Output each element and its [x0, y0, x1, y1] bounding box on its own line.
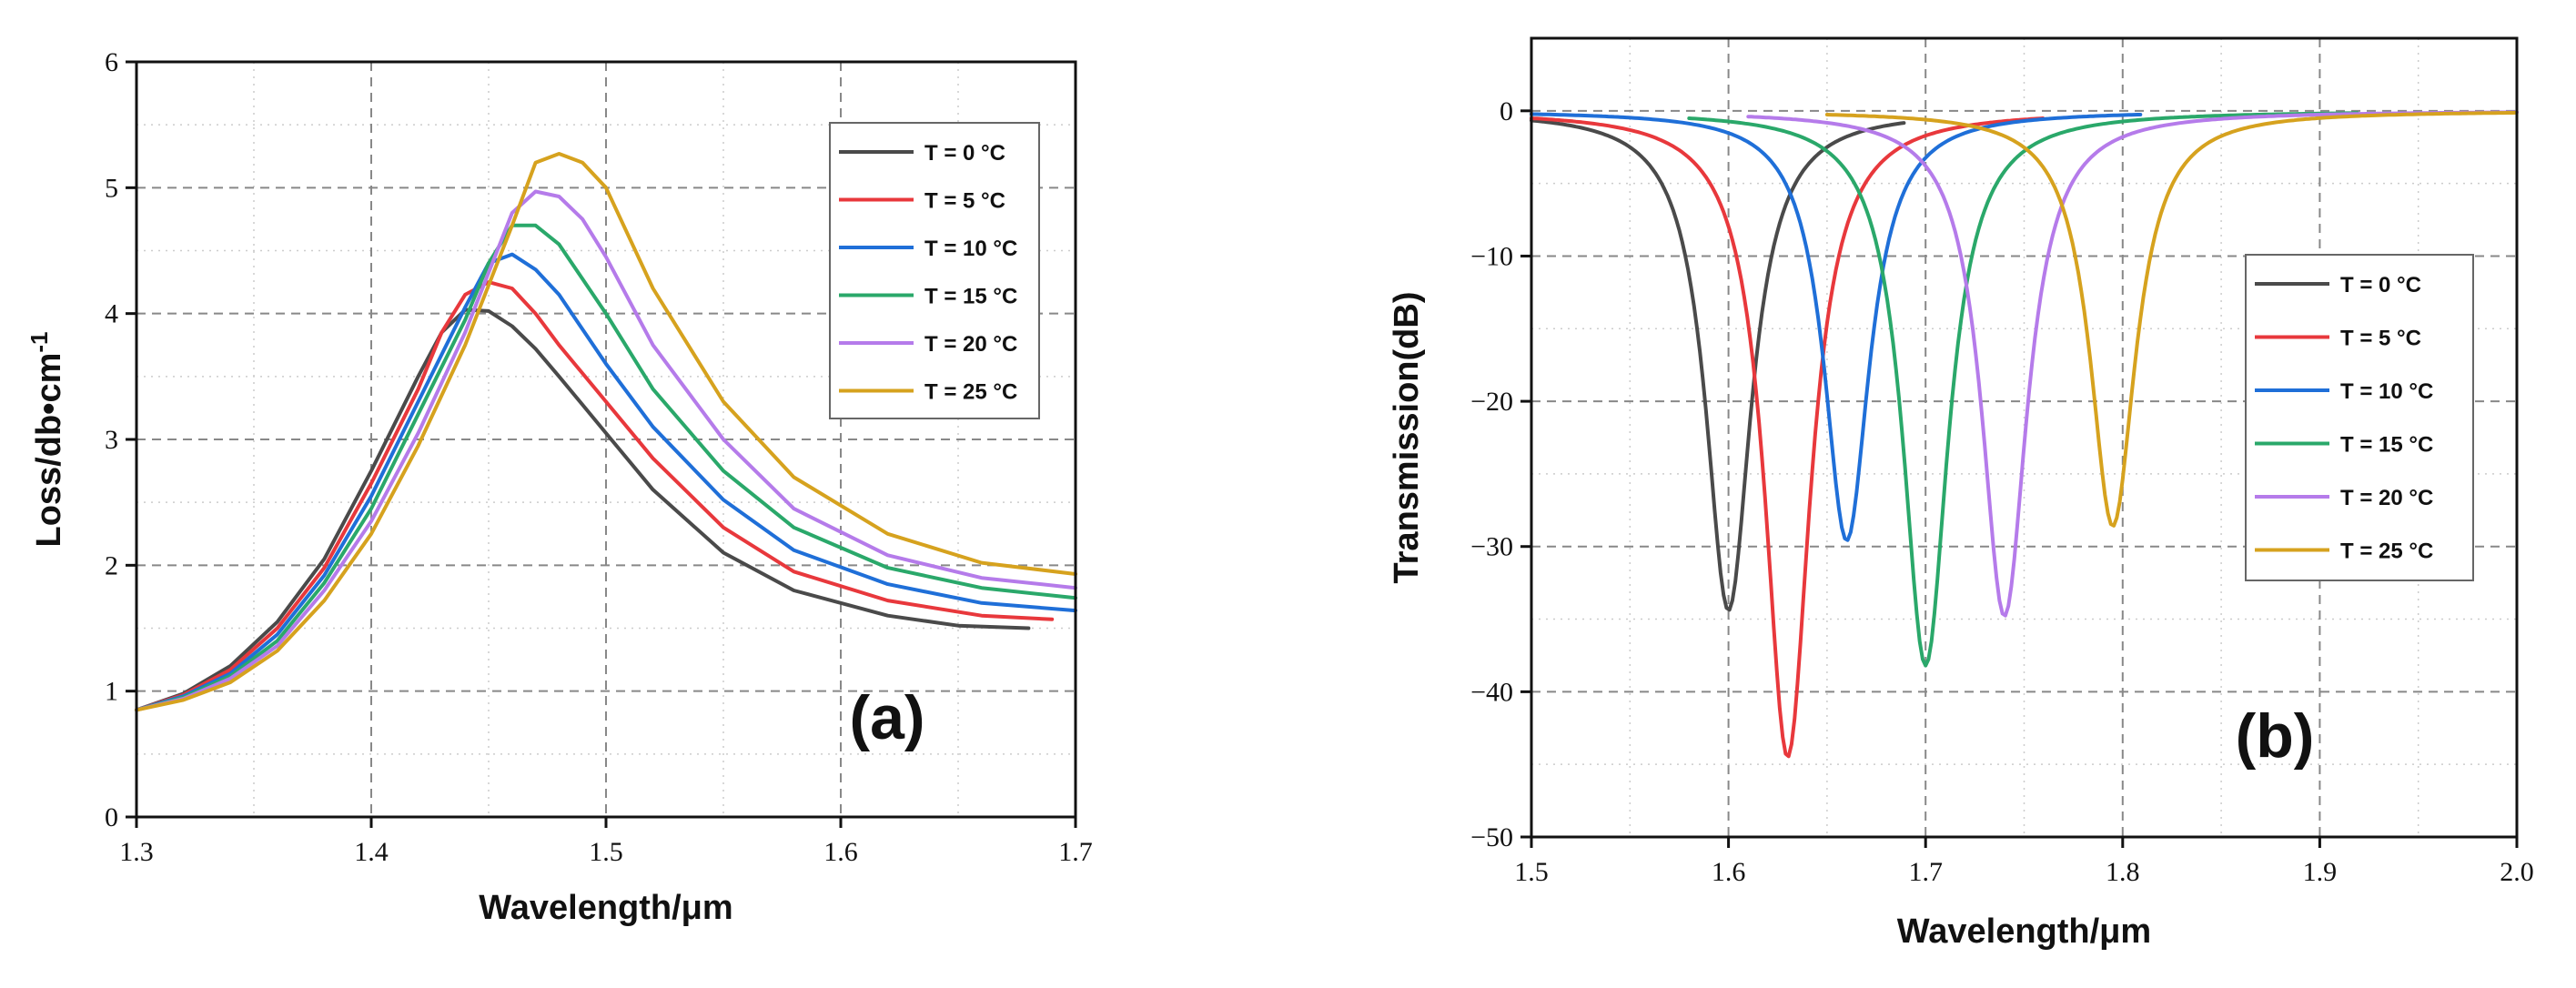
y-tick-label: 0: [105, 802, 118, 832]
x-tick-label: 1.8: [2106, 857, 2140, 887]
series-line-1: [135, 280, 1055, 712]
x-axis-label: Wavelength/μm: [1897, 912, 2151, 951]
chart-panel-b: 1.5 1.6 1.7 1.8 1.9 2.0 −50 −40 −30 −20 −10 0 Wavele…: [1388, 36, 2534, 951]
legend-label-5: T = 25 °C: [2340, 539, 2433, 564]
series-line-2: [135, 252, 1077, 712]
legend-label-0: T = 0 °C: [2340, 273, 2421, 297]
x-axis-label: Wavelength/μm: [479, 889, 732, 927]
y-tick-label: 6: [105, 47, 118, 77]
legend-label-2: T = 10 °C: [924, 237, 1017, 261]
series-line-5: [135, 152, 1077, 712]
x-tick-label: 1.9: [2303, 857, 2338, 887]
series-line-4: [135, 189, 1077, 712]
y-tick-label: 2: [105, 550, 118, 580]
y-tick-label: −30: [1470, 532, 1513, 562]
panel-label: (a): [849, 683, 924, 752]
y-tick-label: −40: [1470, 677, 1513, 707]
y-tick-label: 5: [105, 173, 118, 203]
y-tick-label: −50: [1470, 822, 1513, 852]
series-line-2: [1530, 112, 2143, 542]
series-line-1: [1530, 116, 2046, 759]
plot-frame: [1530, 36, 2519, 839]
x-tick-label: 1.7: [1058, 837, 1093, 867]
y-tick-label: 0: [1500, 96, 1513, 126]
legend-label-1: T = 5 °C: [924, 189, 1005, 214]
chart-panel-a: 1.3 1.4 1.5 1.6 1.7 0 1 2 3 4 5 6 Wavelength/μm Loss/…: [25, 47, 1093, 927]
series-line-0: [135, 307, 1031, 712]
y-tick-label: 3: [105, 425, 118, 455]
series-line-0: [1530, 118, 1906, 612]
x-tick-label: 1.6: [1712, 857, 1746, 887]
legend-label-2: T = 10 °C: [2340, 379, 2433, 404]
legend: T = 0 °C T = 5 °C T = 10 °C T = 15 °C T = 20…: [2245, 254, 2474, 581]
x-tick-label: 1.5: [589, 837, 623, 867]
x-tick-label: 1.3: [119, 837, 154, 867]
y-axis-label: Transmission(dB): [1388, 292, 1426, 584]
y-tick-label: 4: [105, 299, 118, 329]
x-tick-label: 2.0: [2500, 857, 2534, 887]
x-tick-label: 1.7: [1908, 857, 1943, 887]
legend-box: [2245, 254, 2474, 581]
x-tick-label: 1.6: [823, 837, 858, 867]
legend-label-0: T = 0 °C: [924, 141, 1005, 166]
panel-label: (b): [2236, 701, 2315, 771]
series-line-3: [1687, 111, 2359, 668]
y-tick-label: 1: [105, 677, 118, 707]
legend-label-3: T = 15 °C: [2340, 433, 2433, 458]
x-tick-label: 1.4: [354, 837, 389, 867]
y-axis-label-superscript: -1: [25, 331, 53, 352]
series-line-5: [1824, 110, 2518, 528]
legend-label-4: T = 20 °C: [924, 332, 1017, 357]
legend-box: [829, 122, 1040, 419]
y-tick-label: −20: [1470, 387, 1513, 417]
y-axis-label: Loss/db•cm-1: [25, 331, 68, 547]
x-tick-label: 1.5: [1514, 857, 1549, 887]
legend-label-1: T = 5 °C: [2340, 327, 2421, 351]
legend-label-4: T = 20 °C: [2340, 486, 2433, 510]
legend: T = 0 °C T = 5 °C T = 10 °C T = 15 °C T = 20…: [829, 122, 1040, 419]
y-tick-label: −10: [1470, 241, 1513, 271]
legend-label-5: T = 25 °C: [924, 380, 1017, 405]
legend-label-3: T = 15 °C: [924, 285, 1017, 309]
